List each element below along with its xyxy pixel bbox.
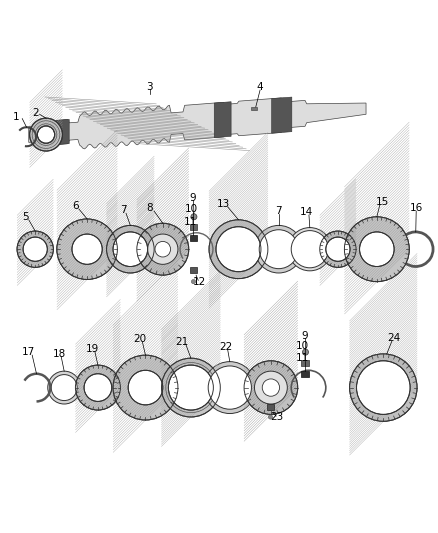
- Circle shape: [51, 375, 77, 401]
- Text: 9: 9: [301, 330, 308, 341]
- Circle shape: [148, 234, 178, 264]
- Circle shape: [168, 365, 213, 410]
- Polygon shape: [56, 119, 69, 144]
- Bar: [267, 405, 274, 410]
- Text: 7: 7: [120, 205, 127, 215]
- Text: 4: 4: [257, 83, 263, 92]
- Circle shape: [255, 225, 303, 273]
- Circle shape: [208, 366, 251, 409]
- Text: 7: 7: [276, 206, 282, 216]
- Circle shape: [268, 415, 272, 419]
- Circle shape: [113, 232, 148, 266]
- Circle shape: [113, 355, 178, 420]
- Bar: [301, 371, 309, 377]
- Text: 6: 6: [72, 201, 79, 211]
- Circle shape: [75, 365, 120, 410]
- Text: 11: 11: [296, 353, 309, 363]
- Text: 17: 17: [22, 347, 35, 357]
- Text: 5: 5: [22, 212, 28, 222]
- Bar: [190, 235, 198, 240]
- Text: 8: 8: [146, 203, 153, 213]
- Text: 9: 9: [190, 193, 196, 203]
- Circle shape: [48, 371, 81, 404]
- Circle shape: [357, 361, 410, 414]
- Circle shape: [162, 358, 220, 417]
- Text: 1: 1: [13, 112, 20, 122]
- Circle shape: [23, 237, 47, 261]
- Circle shape: [30, 118, 63, 151]
- Bar: [301, 360, 309, 366]
- Circle shape: [350, 354, 417, 421]
- Circle shape: [344, 217, 409, 281]
- Text: 20: 20: [134, 334, 147, 344]
- Text: 16: 16: [410, 203, 423, 213]
- Text: 18: 18: [53, 349, 66, 359]
- Circle shape: [262, 379, 279, 396]
- Circle shape: [209, 220, 268, 279]
- Text: 19: 19: [86, 344, 99, 354]
- Circle shape: [244, 361, 298, 414]
- Text: 14: 14: [300, 207, 313, 217]
- Circle shape: [291, 231, 328, 268]
- Text: 12: 12: [193, 277, 206, 287]
- Circle shape: [106, 225, 154, 273]
- Circle shape: [254, 371, 287, 404]
- Text: 15: 15: [376, 197, 389, 207]
- Polygon shape: [272, 97, 292, 133]
- Circle shape: [37, 126, 55, 143]
- Circle shape: [360, 232, 394, 266]
- Text: 23: 23: [270, 412, 283, 422]
- Text: 10: 10: [296, 341, 309, 351]
- Text: 21: 21: [176, 337, 189, 347]
- Circle shape: [17, 231, 53, 268]
- Circle shape: [326, 237, 350, 261]
- Bar: [190, 268, 198, 273]
- Text: 13: 13: [217, 199, 230, 209]
- Text: 22: 22: [219, 342, 232, 351]
- Bar: [251, 107, 257, 110]
- Circle shape: [288, 228, 332, 271]
- Polygon shape: [29, 98, 366, 149]
- Bar: [190, 224, 198, 230]
- Circle shape: [191, 214, 197, 220]
- Circle shape: [84, 374, 112, 401]
- Text: 24: 24: [388, 333, 401, 343]
- Circle shape: [216, 227, 261, 272]
- Text: 3: 3: [146, 82, 153, 92]
- Circle shape: [303, 349, 308, 355]
- Circle shape: [137, 223, 189, 275]
- Text: 10: 10: [184, 205, 198, 214]
- Circle shape: [72, 234, 102, 264]
- Circle shape: [128, 370, 163, 405]
- Circle shape: [204, 361, 256, 414]
- Circle shape: [155, 241, 170, 257]
- Text: 2: 2: [32, 108, 39, 118]
- Text: 11: 11: [184, 217, 198, 228]
- Circle shape: [57, 219, 117, 279]
- Circle shape: [191, 279, 196, 284]
- Polygon shape: [214, 102, 231, 138]
- Circle shape: [320, 231, 356, 268]
- Circle shape: [259, 230, 298, 269]
